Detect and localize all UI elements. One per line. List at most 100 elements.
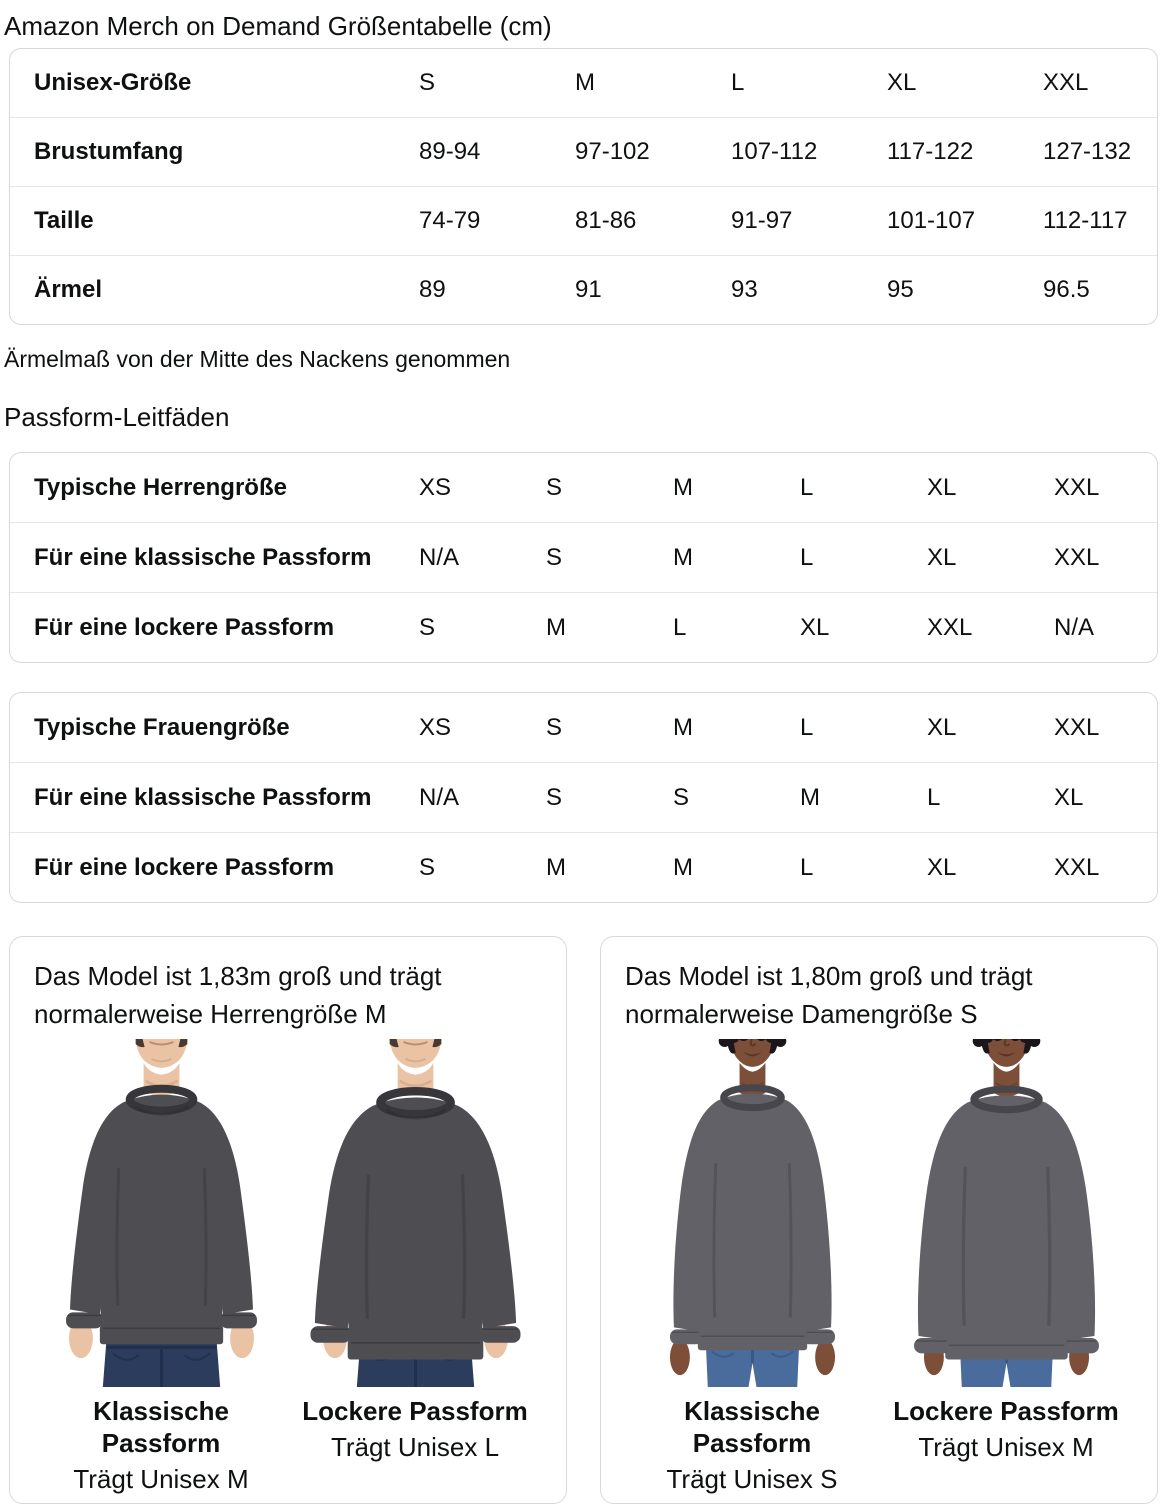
fit-label: Lockere Passform xyxy=(893,1396,1119,1426)
table-cell: M xyxy=(546,853,566,881)
table-cell: 101-107 xyxy=(887,207,976,234)
figure-loose-fit: Lockere Passform Trägt Unisex M xyxy=(879,1039,1133,1495)
table-cell: 81-86 xyxy=(575,207,637,234)
model-figures: Klassische Passform Trägt Unisex S Locke… xyxy=(625,1039,1133,1495)
table-cell: 127-132 xyxy=(1043,138,1132,165)
table-row: Für eine lockere Passform S M L XL XXL N… xyxy=(10,592,1157,662)
table-cell: L xyxy=(731,69,745,96)
row-label: Typische Frauengröße xyxy=(34,713,290,741)
table-cell: M xyxy=(673,543,693,571)
row-label: Für eine klassische Passform xyxy=(34,783,372,811)
men-fit-table: Typische Herrengröße XS S M L XL XXL Für… xyxy=(9,452,1158,663)
model-description: Das Model ist 1,83m groß und trägt norma… xyxy=(34,961,442,1029)
figure-classic-fit: Klassische Passform Trägt Unisex S xyxy=(625,1039,879,1495)
table-cell: 93 xyxy=(731,276,758,303)
table-cell: L xyxy=(927,783,941,811)
table-cell: M xyxy=(800,783,820,811)
table-row: Unisex-Größe S M L XL XXL xyxy=(10,49,1157,117)
table-cell: XXL xyxy=(1054,713,1100,741)
men-model-card: Das Model ist 1,83m groß und trägt norma… xyxy=(9,936,567,1504)
table-cell: XXL xyxy=(1054,473,1100,501)
table-cell: M xyxy=(673,853,693,881)
table-cell: S xyxy=(546,783,563,811)
table-cell: S xyxy=(546,543,563,571)
table-cell: 95 xyxy=(887,276,914,303)
table-cell: XL xyxy=(887,69,917,96)
fit-label: Klassische Passform xyxy=(684,1396,820,1458)
page-title: Amazon Merch on Demand Größentabelle (cm… xyxy=(4,11,552,41)
model-description: Das Model ist 1,80m groß und trägt norma… xyxy=(625,961,1033,1029)
unisex-size-table: Unisex-Größe S M L XL XXL Brustumfang 89… xyxy=(9,48,1158,325)
table-cell: L xyxy=(800,543,814,571)
table-cell: S xyxy=(546,473,563,501)
table-cell: 112-117 xyxy=(1043,207,1128,234)
table-cell: 91 xyxy=(575,276,602,303)
row-label: Für eine klassische Passform xyxy=(34,543,372,571)
sleeve-measure-note: Ärmelmaß von der Mitte des Nackens genom… xyxy=(4,346,511,372)
table-row: Für eine klassische Passform N/A S M L X… xyxy=(10,522,1157,592)
table-cell: 74-79 xyxy=(419,207,481,234)
table-row: Typische Herrengröße XS S M L XL XXL xyxy=(10,453,1157,522)
size-label: Trägt Unisex M xyxy=(73,1464,249,1494)
model-photo-man-classic xyxy=(64,1039,258,1387)
model-photo-woman-loose xyxy=(911,1039,1101,1387)
row-label: Brustumfang xyxy=(34,138,184,165)
table-row: Brustumfang 89-94 97-102 107-112 117-122… xyxy=(10,117,1157,186)
table-cell: XL xyxy=(800,613,830,641)
table-cell: L xyxy=(673,613,687,641)
row-label: Typische Herrengröße xyxy=(34,473,287,501)
table-cell: XXL xyxy=(1043,69,1089,96)
table-cell: S xyxy=(419,613,436,641)
table-cell: L xyxy=(800,713,814,741)
row-label: Für eine lockere Passform xyxy=(34,613,335,641)
model-photo-woman-classic xyxy=(667,1039,837,1387)
table-cell: XS xyxy=(419,713,452,741)
table-cell: 89 xyxy=(419,276,446,303)
women-model-card: Das Model ist 1,80m groß und trägt norma… xyxy=(600,936,1158,1504)
row-label: Ärmel xyxy=(34,276,103,303)
table-row: Für eine klassische Passform N/A S S M L… xyxy=(10,762,1157,832)
model-figures: Klassische Passform Trägt Unisex M Locke… xyxy=(34,1039,542,1495)
table-cell: N/A xyxy=(419,783,460,811)
table-cell: 97-102 xyxy=(575,138,650,165)
table-row: Für eine lockere Passform S M M L XL XXL xyxy=(10,832,1157,902)
row-label: Taille xyxy=(34,207,94,234)
table-row: Ärmel 89 91 93 95 96.5 xyxy=(10,255,1157,324)
table-cell: XXL xyxy=(927,613,973,641)
table-cell: M xyxy=(673,713,693,741)
model-cards: Das Model ist 1,83m groß und trägt norma… xyxy=(9,936,1158,1504)
fit-label: Lockere Passform xyxy=(302,1396,528,1426)
table-cell: S xyxy=(419,69,436,96)
table-cell: 117-122 xyxy=(887,138,974,165)
table-cell: M xyxy=(673,473,693,501)
table-cell: 91-97 xyxy=(731,207,793,234)
model-photo-man-loose xyxy=(308,1039,522,1387)
table-row: Typische Frauengröße XS S M L XL XXL xyxy=(10,693,1157,762)
table-cell: M xyxy=(575,69,595,96)
table-cell: XL xyxy=(927,543,957,571)
table-cell: XL xyxy=(927,473,957,501)
row-label: Unisex-Größe xyxy=(34,69,192,96)
table-cell: L xyxy=(800,473,814,501)
table-cell: S xyxy=(546,713,563,741)
table-cell: N/A xyxy=(1054,613,1095,641)
table-cell: 96.5 xyxy=(1043,276,1090,303)
figure-loose-fit: Lockere Passform Trägt Unisex L xyxy=(288,1039,542,1495)
fit-label: Klassische Passform xyxy=(93,1396,229,1458)
table-cell: 107-112 xyxy=(731,138,818,165)
table-row: Taille 74-79 81-86 91-97 101-107 112-117 xyxy=(10,186,1157,255)
size-chart-page: Amazon Merch on Demand Größentabelle (cm… xyxy=(0,10,1167,1504)
size-label: Trägt Unisex M xyxy=(918,1432,1094,1462)
table-cell: M xyxy=(546,613,566,641)
table-cell: XS xyxy=(419,473,452,501)
size-label: Trägt Unisex S xyxy=(666,1464,838,1494)
table-cell: XXL xyxy=(1054,543,1100,571)
table-cell: L xyxy=(800,853,814,881)
table-cell: 89-94 xyxy=(419,138,481,165)
women-fit-table: Typische Frauengröße XS S M L XL XXL Für… xyxy=(9,692,1158,903)
row-label: Für eine lockere Passform xyxy=(34,853,335,881)
size-label: Trägt Unisex L xyxy=(330,1432,500,1462)
table-cell: XL xyxy=(927,853,957,881)
figure-classic-fit: Klassische Passform Trägt Unisex M xyxy=(34,1039,288,1495)
table-cell: N/A xyxy=(419,543,460,571)
